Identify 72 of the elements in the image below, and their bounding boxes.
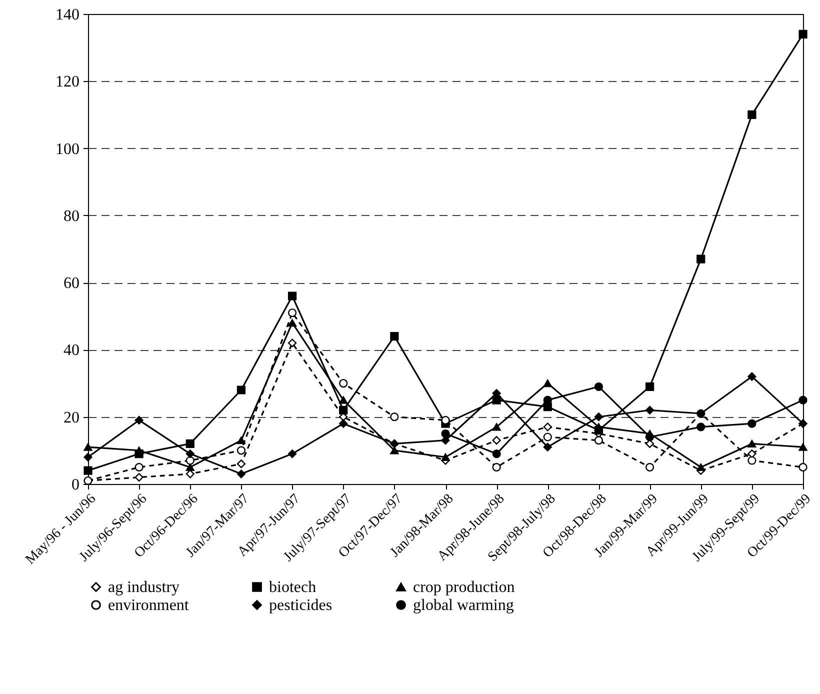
- point: [186, 449, 194, 458]
- point: [288, 449, 297, 458]
- point: [748, 456, 756, 465]
- point: [84, 452, 92, 462]
- point: [441, 453, 450, 461]
- point: [288, 308, 297, 318]
- point: [798, 30, 808, 38]
- point: [748, 419, 756, 428]
- point: [543, 379, 552, 388]
- point: [288, 292, 297, 300]
- point: [134, 462, 144, 472]
- point: [696, 422, 706, 432]
- legend-label: global warming: [413, 597, 514, 614]
- legend-label: ag industry: [108, 579, 180, 596]
- legend-label: biotech: [269, 579, 316, 596]
- point: [339, 396, 348, 404]
- y-tick-label: 120: [56, 74, 80, 91]
- point: [492, 462, 501, 472]
- point: [390, 332, 399, 341]
- point: [134, 472, 144, 482]
- y-tick-label: 40: [64, 342, 80, 360]
- point: [645, 432, 654, 442]
- y-tick-label: 80: [64, 208, 80, 225]
- point: [645, 406, 654, 414]
- y-tick-label: 60: [64, 275, 80, 292]
- point: [288, 338, 297, 348]
- y-tick-label: 0: [72, 476, 80, 494]
- point: [543, 432, 552, 442]
- point: [645, 462, 654, 472]
- point: [236, 386, 246, 394]
- point: [492, 436, 501, 445]
- point: [339, 419, 348, 428]
- point: [696, 463, 706, 472]
- point: [236, 470, 246, 478]
- point: [492, 396, 501, 404]
- point: [645, 382, 654, 391]
- point: [288, 319, 297, 327]
- point: [798, 462, 808, 472]
- point: [798, 396, 808, 404]
- y-tick-label: 140: [56, 6, 80, 24]
- point: [390, 446, 399, 454]
- point: [748, 372, 756, 381]
- point: [236, 446, 246, 455]
- legend-label: crop production: [413, 579, 515, 596]
- point: [134, 446, 144, 454]
- point: [594, 382, 604, 391]
- point: [594, 436, 604, 445]
- point: [594, 412, 604, 422]
- point: [543, 422, 552, 432]
- point: [441, 429, 450, 438]
- y-tick-label: 20: [64, 409, 80, 426]
- point: [186, 456, 194, 465]
- legend-label: environment: [108, 597, 190, 614]
- point: [390, 412, 399, 422]
- point: [84, 443, 92, 451]
- point: [186, 439, 194, 448]
- point: [134, 416, 144, 425]
- point: [492, 423, 501, 431]
- point: [798, 443, 808, 451]
- point: [492, 449, 501, 458]
- point: [236, 436, 246, 444]
- point: [748, 440, 756, 448]
- point: [339, 406, 348, 414]
- point: [339, 378, 348, 388]
- point: [594, 423, 604, 431]
- point: [84, 466, 92, 475]
- point: [696, 254, 706, 264]
- point: [543, 442, 552, 452]
- point: [236, 460, 246, 468]
- point: [748, 110, 756, 120]
- legend-label: pesticides: [269, 597, 332, 614]
- y-tick-label: 100: [56, 140, 80, 158]
